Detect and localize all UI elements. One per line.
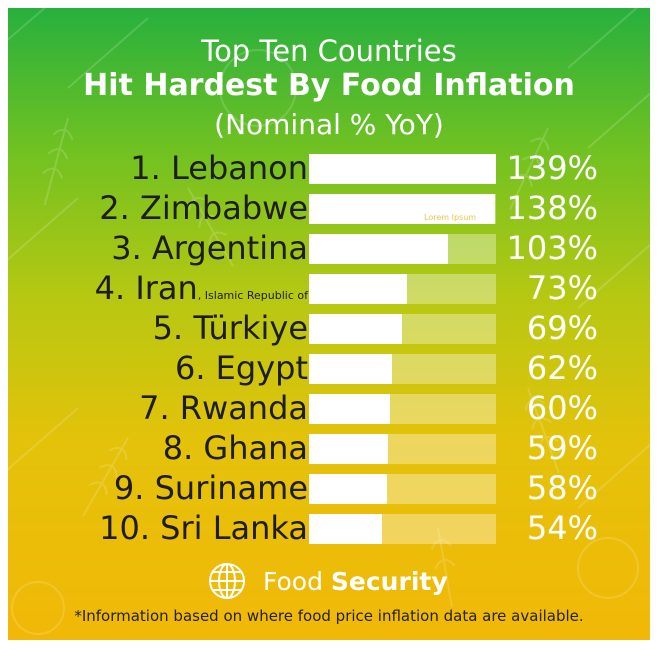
bar bbox=[309, 314, 402, 344]
value-label: 60% bbox=[526, 389, 598, 427]
bar bbox=[309, 474, 387, 504]
title-line-1: Top Ten Countries bbox=[201, 34, 457, 68]
category-name: 3. Argentina bbox=[111, 229, 308, 267]
bar-track bbox=[309, 194, 496, 224]
value-label: 59% bbox=[526, 429, 598, 467]
footnote: *Information based on where food price i… bbox=[74, 607, 584, 625]
value-label: 69% bbox=[526, 309, 598, 347]
bar-track bbox=[309, 394, 496, 424]
bar-row: 6. Egypt 62% bbox=[8, 348, 650, 388]
bar-track bbox=[309, 514, 496, 544]
category-name: 10. Sri Lanka bbox=[99, 509, 308, 547]
value-label: 73% bbox=[526, 269, 598, 307]
bar bbox=[309, 394, 390, 424]
category-name: 4. Iran bbox=[94, 269, 198, 307]
value-label: 138% bbox=[506, 189, 598, 227]
bar bbox=[309, 234, 448, 264]
category-label: 5. Türkiye bbox=[153, 308, 308, 348]
bar-row: 8. Ghana 59% bbox=[8, 428, 650, 468]
bar-row: 9. Suriname 58% bbox=[8, 468, 650, 508]
bar-row: 3. Argentina 103% bbox=[8, 228, 650, 268]
category-label: 7. Rwanda bbox=[139, 388, 308, 428]
bar-track bbox=[309, 154, 496, 184]
title-line-3: (Nominal % YoY) bbox=[214, 108, 444, 141]
category-name: 5. Türkiye bbox=[152, 309, 308, 347]
bar-row: 7. Rwanda 60% bbox=[8, 388, 650, 428]
bar-row: 10. Sri Lanka 54% bbox=[8, 508, 650, 548]
category-name: 2. Zimbabwe bbox=[99, 189, 308, 227]
value-label: 58% bbox=[526, 469, 598, 507]
value-label: 62% bbox=[526, 349, 598, 387]
category-name: 1. Lebanon bbox=[130, 149, 308, 187]
value-label: 139% bbox=[506, 149, 598, 187]
category-label: 4. Iran, Islamic Republic of bbox=[95, 268, 308, 308]
category-label: 2. Zimbabwe bbox=[99, 188, 308, 228]
bar-track bbox=[309, 234, 496, 264]
placeholder-text: Lorem Ipsum bbox=[424, 213, 477, 222]
bar-track bbox=[309, 314, 496, 344]
bar-row: 1. Lebanon 139% bbox=[8, 148, 650, 188]
bar bbox=[309, 194, 495, 224]
bar bbox=[309, 434, 388, 464]
category-label: 6. Egypt bbox=[175, 348, 308, 388]
category-label: 1. Lebanon bbox=[130, 148, 308, 188]
brand-name-bold: Security bbox=[330, 566, 448, 596]
bar-track bbox=[309, 434, 496, 464]
category-name: 6. Egypt bbox=[174, 349, 308, 387]
category-label: 8. Ghana bbox=[163, 428, 308, 468]
brand-name-regular: Food bbox=[263, 566, 331, 596]
bar-row: 2. Zimbabwe 138% bbox=[8, 188, 650, 228]
wheat-pattern-background bbox=[8, 8, 650, 635]
bar bbox=[309, 274, 407, 304]
category-name: 7. Rwanda bbox=[139, 389, 308, 427]
category-label: 9. Suriname bbox=[114, 468, 308, 508]
title-line-2: Hit Hardest By Food Inflation bbox=[83, 68, 575, 103]
category-label: 10. Sri Lanka bbox=[99, 508, 308, 548]
category-name: 9. Suriname bbox=[113, 469, 308, 507]
category-label: 3. Argentina bbox=[111, 228, 308, 268]
infographic-card: Top Ten Countries Hit Hardest By Food In… bbox=[8, 8, 650, 640]
bar-track bbox=[309, 274, 496, 304]
bar-row: 4. Iran, Islamic Republic of 73% bbox=[8, 268, 650, 308]
bar bbox=[309, 514, 382, 544]
globe-wheat-icon bbox=[209, 563, 245, 599]
bar bbox=[309, 154, 496, 184]
category-note: , Islamic Republic of bbox=[197, 289, 308, 302]
brand-logo: Food Security bbox=[207, 561, 448, 601]
value-label: 54% bbox=[526, 509, 598, 547]
bar-row: 5. Türkiye 69% bbox=[8, 308, 650, 348]
bar-track bbox=[309, 474, 496, 504]
bar bbox=[309, 354, 392, 384]
brand-name: Food Security bbox=[263, 567, 448, 596]
bar-track bbox=[309, 354, 496, 384]
value-label: 103% bbox=[506, 229, 598, 267]
category-name: 8. Ghana bbox=[162, 429, 308, 467]
